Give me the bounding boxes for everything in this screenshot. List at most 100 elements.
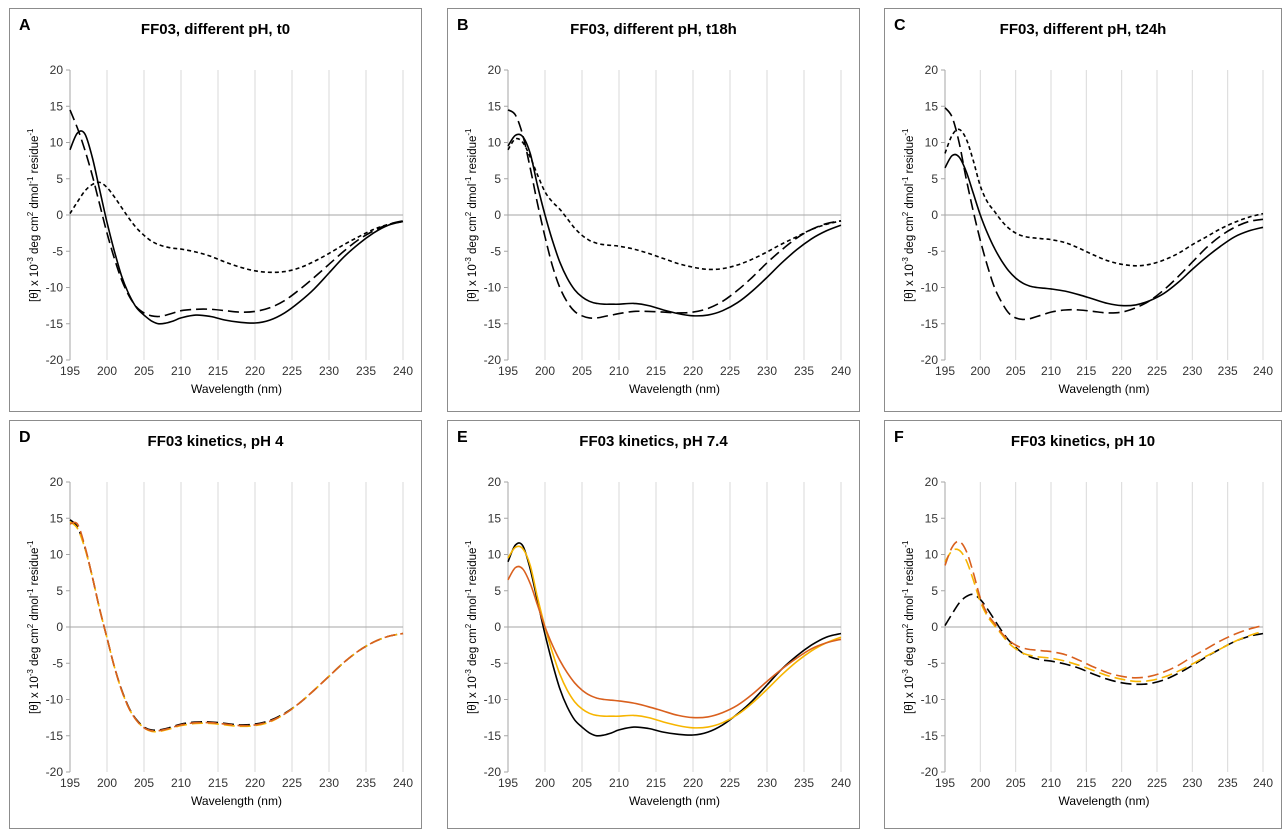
y-tick-label: -5 [927, 656, 938, 670]
plot-svg: 195 200 205 210 215 220 225 230 235 240 20 15 10 5 0 -5… [921, 63, 1274, 378]
x-tick-label: 205 [572, 776, 592, 790]
y-tick-label: 10 [925, 136, 939, 150]
x-axis-label: Wavelength (nm) [1058, 382, 1150, 396]
x-tick-label: 205 [572, 364, 592, 378]
x-tick-label: 215 [646, 776, 666, 790]
x-tick-label: 240 [831, 364, 851, 378]
series-line-1 [69, 519, 404, 731]
chart-title: FF03 kinetics, pH 7.4 [579, 433, 728, 450]
panel-letter: E [457, 429, 468, 446]
x-tick-label: 210 [609, 776, 629, 790]
y-tick-label: 10 [925, 548, 939, 562]
x-tick-label: 230 [757, 776, 777, 790]
y-tick-label: -15 [921, 729, 939, 743]
y-tick-label: 0 [931, 208, 938, 222]
chart-title: FF03, different pH, t24h [999, 21, 1167, 38]
chart-panel-b: B FF03, different pH, t18h Wavelength (nm)… [447, 8, 860, 412]
x-tick-label: 240 [1253, 776, 1273, 790]
y-tick-label: 5 [56, 172, 63, 186]
series-line-3 [69, 181, 404, 274]
y-tick-label: -20 [46, 353, 64, 367]
chart-panel-e: E FF03 kinetics, pH 7.4 Wavelength (nm) [θ]… [447, 420, 860, 829]
x-tick-label: 210 [1041, 364, 1061, 378]
y-tick-label: 20 [488, 475, 502, 489]
x-tick-label: 195 [60, 364, 80, 378]
x-tick-label: 195 [498, 364, 518, 378]
x-tick-label: 240 [393, 364, 413, 378]
x-tick-label: 230 [319, 776, 339, 790]
y-tick-label: -20 [484, 765, 502, 779]
chart-title: FF03, different pH, t0 [140, 21, 291, 38]
y-tick-label: 15 [488, 99, 502, 113]
series-line-1 [944, 153, 1264, 307]
y-tick-label: -20 [484, 353, 502, 367]
y-tick-label: 0 [56, 208, 63, 222]
x-tick-label: 205 [1006, 364, 1026, 378]
x-tick-label: 235 [794, 364, 814, 378]
plot-svg: 195 200 205 210 215 220 225 230 235 240 20 15 10 5 0 -5… [46, 475, 414, 790]
x-tick-label: 235 [794, 776, 814, 790]
y-tick-label: 15 [925, 99, 939, 113]
x-tick-label: 235 [1218, 776, 1238, 790]
x-tick-label: 215 [208, 776, 228, 790]
x-tick-label: 220 [683, 776, 703, 790]
x-tick-label: 210 [609, 364, 629, 378]
y-tick-label: 10 [50, 548, 64, 562]
y-tick-label: -5 [490, 656, 501, 670]
y-tick-label: 15 [50, 511, 64, 525]
y-tick-label: -10 [46, 693, 64, 707]
series-line-3 [507, 565, 842, 719]
y-tick-label: -5 [52, 656, 63, 670]
y-tick-label: 20 [925, 475, 939, 489]
x-axis-label: Wavelength (nm) [1058, 794, 1150, 808]
panel-letter: F [894, 429, 904, 446]
y-tick-label: 20 [488, 63, 502, 77]
y-tick-label: 5 [494, 584, 501, 598]
y-tick-label: -15 [484, 729, 502, 743]
x-tick-label: 235 [1218, 364, 1238, 378]
x-tick-label: 235 [356, 776, 376, 790]
y-tick-label: -10 [921, 281, 939, 295]
series-line-1 [507, 133, 842, 317]
y-tick-label: 5 [931, 172, 938, 186]
y-tick-label: -10 [484, 281, 502, 295]
y-tick-label: 10 [488, 548, 502, 562]
x-tick-label: 210 [171, 776, 191, 790]
chart-title: FF03 kinetics, pH 4 [147, 433, 284, 450]
y-tick-label: -10 [484, 693, 502, 707]
series-line-2 [507, 545, 842, 729]
y-tick-label: 15 [925, 511, 939, 525]
x-tick-label: 220 [245, 364, 265, 378]
y-tick-label: 0 [56, 620, 63, 634]
y-tick-label: -10 [921, 693, 939, 707]
panel-letter: B [457, 17, 469, 34]
series-line-3 [944, 540, 1264, 679]
x-axis-label: Wavelength (nm) [191, 382, 282, 396]
y-tick-label: -15 [46, 317, 64, 331]
chart-panel-a: A FF03, different pH, t0 Wavelength (nm) [θ… [9, 8, 422, 412]
x-tick-label: 215 [1076, 776, 1096, 790]
x-tick-label: 240 [393, 776, 413, 790]
y-tick-label: -20 [46, 765, 64, 779]
x-tick-label: 215 [646, 364, 666, 378]
x-tick-label: 205 [134, 364, 154, 378]
y-tick-label: -5 [52, 244, 63, 258]
y-tick-label: -5 [927, 244, 938, 258]
x-tick-label: 220 [245, 776, 265, 790]
x-tick-label: 200 [970, 776, 990, 790]
plot-svg: 195 200 205 210 215 220 225 230 235 240 20 15 10 5 0 -5… [484, 63, 852, 378]
y-tick-label: -15 [921, 317, 939, 331]
y-tick-label: 5 [56, 584, 63, 598]
x-tick-label: 225 [1147, 364, 1167, 378]
x-tick-label: 210 [1041, 776, 1061, 790]
series-line-2 [944, 107, 1264, 321]
x-tick-label: 195 [935, 364, 955, 378]
x-axis-label: Wavelength (nm) [629, 382, 720, 396]
chart-panel-f: F FF03 kinetics, pH 10 Wavelength (nm) [θ] … [884, 420, 1282, 829]
panel-letter: A [19, 17, 31, 34]
y-tick-label: -15 [46, 729, 64, 743]
x-tick-label: 225 [282, 776, 302, 790]
x-tick-label: 195 [498, 776, 518, 790]
x-tick-label: 230 [1182, 364, 1202, 378]
x-tick-label: 200 [535, 776, 555, 790]
